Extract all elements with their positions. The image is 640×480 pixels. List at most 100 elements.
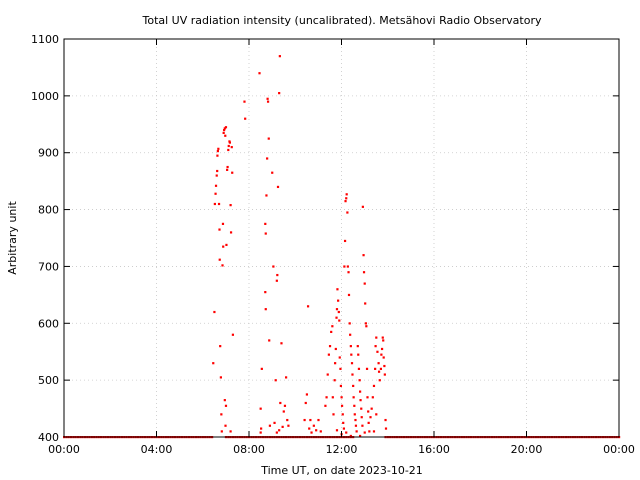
data-point <box>264 291 267 294</box>
data-point <box>228 140 231 143</box>
data-point <box>356 345 359 348</box>
data-point <box>220 413 223 416</box>
data-point <box>274 379 277 382</box>
grid-lines <box>64 39 619 437</box>
data-point <box>224 126 228 129</box>
data-point <box>342 421 345 424</box>
data-point <box>276 273 279 277</box>
data-point <box>305 393 309 396</box>
data-point <box>272 265 275 268</box>
data-point <box>224 404 228 407</box>
data-point <box>279 401 282 405</box>
data-point <box>214 192 217 195</box>
data-point <box>345 197 348 200</box>
data-point <box>283 404 287 407</box>
data-point <box>340 404 344 407</box>
data-point <box>354 418 357 422</box>
data-point <box>280 342 283 345</box>
data-point <box>227 148 230 152</box>
x-tick-label: 20:00 <box>511 443 543 456</box>
data-point <box>352 384 355 388</box>
data-point <box>374 367 377 370</box>
data-point <box>268 339 271 342</box>
data-point <box>346 211 349 214</box>
data-point <box>308 427 311 430</box>
data-point <box>372 384 376 388</box>
data-point <box>380 347 384 351</box>
data-point <box>335 429 339 432</box>
data-point <box>376 350 379 353</box>
data-point <box>362 271 366 274</box>
data-point <box>363 431 366 434</box>
data-point <box>361 424 364 427</box>
data-point <box>304 401 307 405</box>
data-point <box>213 202 216 206</box>
data-point <box>259 431 262 434</box>
y-tick-label: 1000 <box>31 90 59 103</box>
data-point <box>218 258 221 261</box>
data-point <box>223 127 226 130</box>
data-point <box>260 427 263 430</box>
data-point <box>375 413 378 416</box>
data-point <box>216 150 219 153</box>
data-point <box>265 194 268 197</box>
data-point <box>350 353 353 356</box>
data-point <box>367 421 370 424</box>
data-point <box>331 396 334 399</box>
data-point <box>244 117 247 120</box>
data-point <box>229 204 232 207</box>
data-point <box>215 174 218 177</box>
data-point <box>333 379 336 382</box>
data-point <box>278 55 281 58</box>
data-point <box>264 308 267 311</box>
data-point <box>218 228 221 231</box>
data-point <box>223 399 226 402</box>
data-point <box>224 134 227 137</box>
data-point <box>368 430 371 433</box>
data-point <box>264 232 267 235</box>
data-point <box>220 430 223 433</box>
data-point <box>334 362 337 365</box>
data-point <box>335 308 339 311</box>
data-point <box>364 302 367 305</box>
data-point <box>362 254 365 257</box>
data-point <box>366 396 369 399</box>
data-point <box>363 282 366 285</box>
data-point <box>275 431 278 434</box>
data-point <box>217 147 220 150</box>
data-point <box>383 373 386 376</box>
data-point <box>227 144 230 148</box>
data-point <box>340 396 343 399</box>
x-tick-label: 08:00 <box>233 443 265 456</box>
data-point <box>217 202 221 206</box>
data-point <box>337 299 340 302</box>
data-point <box>353 404 356 407</box>
data-point <box>223 128 226 132</box>
data-point <box>374 345 377 348</box>
data-point <box>355 430 358 433</box>
data-point <box>306 305 310 308</box>
data-point <box>384 427 388 430</box>
data-point <box>312 424 315 427</box>
data-point <box>216 154 219 157</box>
data-point <box>324 404 327 407</box>
data-point <box>303 418 306 422</box>
data-point <box>231 171 234 174</box>
data-point <box>332 413 335 416</box>
data-point <box>350 362 354 365</box>
data-point <box>382 356 385 359</box>
data-point <box>222 245 225 248</box>
data-point <box>352 396 355 399</box>
data-point <box>357 367 361 370</box>
data-point <box>378 379 381 382</box>
data-point <box>260 367 263 370</box>
y-tick-label: 1100 <box>31 33 59 46</box>
data-point <box>275 279 278 282</box>
data-point <box>384 418 387 422</box>
x-tick-label: 04:00 <box>141 443 173 456</box>
data-point <box>369 416 372 419</box>
data-point <box>382 339 385 342</box>
y-axis-label: Arbitrary unit <box>6 201 19 275</box>
data-point <box>317 418 320 422</box>
data-point <box>377 370 381 373</box>
